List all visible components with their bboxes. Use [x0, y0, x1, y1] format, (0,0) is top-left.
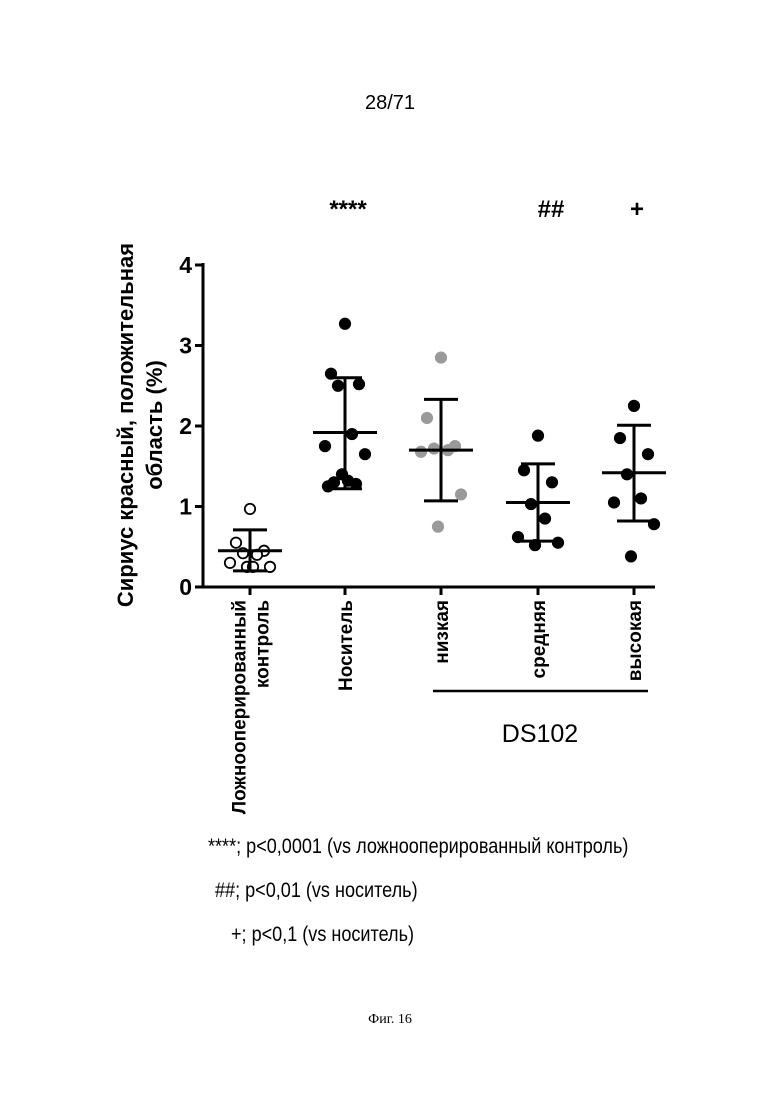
data-point — [416, 447, 426, 457]
category-label: Ложнооперированный — [230, 600, 251, 814]
dot-plot-chart: **** ## + 0 1 2 3 4 Сириус красный, положитель… — [0, 0, 780, 830]
data-point — [547, 477, 557, 487]
y-tick-label: 1 — [179, 494, 192, 520]
category-label: низкая — [432, 600, 453, 664]
data-point — [636, 493, 646, 503]
category-label: Носитель — [336, 600, 357, 691]
data-point — [347, 429, 357, 439]
data-point — [629, 401, 639, 411]
y-axis-label-line: Сириус красный, положительная — [113, 243, 138, 607]
data-point — [626, 551, 636, 561]
category-label: высокая — [625, 600, 646, 681]
legend-note-medium-vs-vehicle: ##; p<0,01 (vs носитель) — [215, 879, 418, 903]
data-point — [320, 441, 330, 451]
data-point — [333, 381, 343, 391]
ds102-group-bracket: DS102 — [433, 691, 648, 748]
y-tick-label: 4 — [179, 252, 192, 278]
data-point — [436, 352, 446, 362]
y-axis-label: Сириус красный, положительнаяобласть (%) — [113, 243, 167, 607]
legend-note-vs-sham: ****; p<0,0001 (vs ложнооперированный ко… — [208, 835, 628, 859]
data-point — [225, 558, 235, 568]
figure-caption: Фиг. 16 — [0, 1012, 780, 1028]
legend-note-high-vs-vehicle: +; p<0,1 (vs носитель) — [231, 923, 414, 947]
y-axis-label-line: область (%) — [142, 360, 167, 490]
category-label: средняя — [529, 600, 550, 678]
category-labels: Ложнооперированныйконтроль Носитель низкая… — [230, 600, 647, 814]
group-label: DS102 — [502, 720, 578, 748]
data-point — [354, 379, 364, 389]
mean-sd-bars — [218, 378, 666, 571]
y-tick-labels: 0 1 2 3 4 — [179, 252, 192, 600]
data-point — [456, 489, 466, 499]
data-point — [643, 449, 653, 459]
data-point — [360, 449, 370, 459]
y-tick-label: 2 — [179, 413, 192, 439]
y-tick-label: 0 — [179, 574, 192, 600]
significance-markers: **** ## + — [329, 196, 644, 223]
data-point — [433, 521, 443, 531]
data-point — [540, 513, 550, 523]
significance-marker: **** — [329, 196, 367, 223]
significance-marker: ## — [538, 196, 565, 223]
data-point — [553, 538, 563, 548]
data-point — [340, 319, 350, 329]
data-point — [231, 538, 241, 548]
data-point — [526, 499, 536, 509]
category-label: контроль — [253, 600, 274, 688]
data-point — [429, 443, 439, 453]
y-tick-label: 3 — [179, 333, 192, 359]
data-point — [519, 465, 529, 475]
data-point — [533, 430, 543, 440]
data-point — [245, 504, 255, 514]
data-point — [422, 413, 432, 423]
data-point — [622, 469, 632, 479]
data-point — [615, 433, 625, 443]
data-point — [609, 497, 619, 507]
significance-marker: + — [630, 196, 644, 223]
